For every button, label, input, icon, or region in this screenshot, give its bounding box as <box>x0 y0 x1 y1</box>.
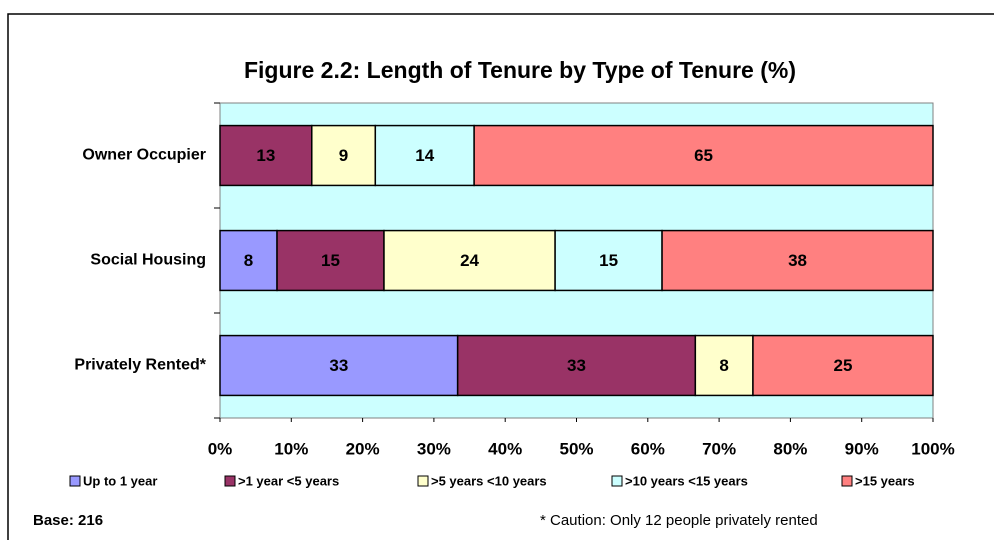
data-label: 14 <box>415 146 434 165</box>
x-tick-label: 90% <box>845 439 879 458</box>
legend-swatch <box>69 475 81 487</box>
bar-segment <box>661 229 934 292</box>
legend-label: >10 years <15 years <box>625 473 748 488</box>
x-tick-label: 70% <box>702 439 736 458</box>
data-label: 13 <box>256 146 275 165</box>
y-tick-label: Privately Rented* <box>74 357 206 374</box>
x-tick-label: 100% <box>911 439 954 458</box>
bar-segment <box>219 334 459 397</box>
bar-segment <box>456 334 697 397</box>
chart-frame <box>7 13 994 540</box>
data-label: 65 <box>694 146 713 165</box>
legend-label: Up to 1 year <box>83 473 157 488</box>
bar-segment <box>276 229 385 292</box>
x-tick-label: 80% <box>773 439 807 458</box>
bar-segment <box>554 229 663 292</box>
x-tick-label: 40% <box>488 439 522 458</box>
legend-label: >15 years <box>855 473 915 488</box>
y-tick-label: Social Housing <box>90 252 206 269</box>
bar-segment <box>473 124 934 187</box>
legend-swatch <box>224 475 236 487</box>
x-tick-label: 10% <box>274 439 308 458</box>
bar-segment <box>219 124 313 187</box>
data-label: 38 <box>788 251 807 270</box>
y-tick-label: Owner Occupier <box>82 147 206 164</box>
legend-label: >1 year <5 years <box>238 473 339 488</box>
data-label: 8 <box>719 356 728 375</box>
data-label: 33 <box>567 356 586 375</box>
data-label: 25 <box>834 356 853 375</box>
x-tick-label: 60% <box>631 439 665 458</box>
legend-swatch <box>841 475 853 487</box>
legend-swatch <box>417 475 429 487</box>
x-tick-label: 0% <box>208 439 233 458</box>
caution-note: * Caution: Only 12 people privately rent… <box>540 512 818 529</box>
x-tick-label: 30% <box>417 439 451 458</box>
chart-title: Figure 2.2: Length of Tenure by Type of … <box>244 57 796 83</box>
base-note: Base: 216 <box>33 512 103 529</box>
legend-swatch <box>611 475 623 487</box>
legend-label: >5 years <10 years <box>431 473 547 488</box>
bar-segment <box>311 124 377 187</box>
x-tick-label: 20% <box>346 439 380 458</box>
x-tick-label: 50% <box>559 439 593 458</box>
data-label: 33 <box>329 356 348 375</box>
data-label: 15 <box>321 251 340 270</box>
data-label: 24 <box>460 251 479 270</box>
data-label: 8 <box>244 251 253 270</box>
data-label: 9 <box>339 146 348 165</box>
bar-segment <box>752 334 934 397</box>
data-label: 15 <box>599 251 618 270</box>
bar-segment <box>374 124 475 187</box>
